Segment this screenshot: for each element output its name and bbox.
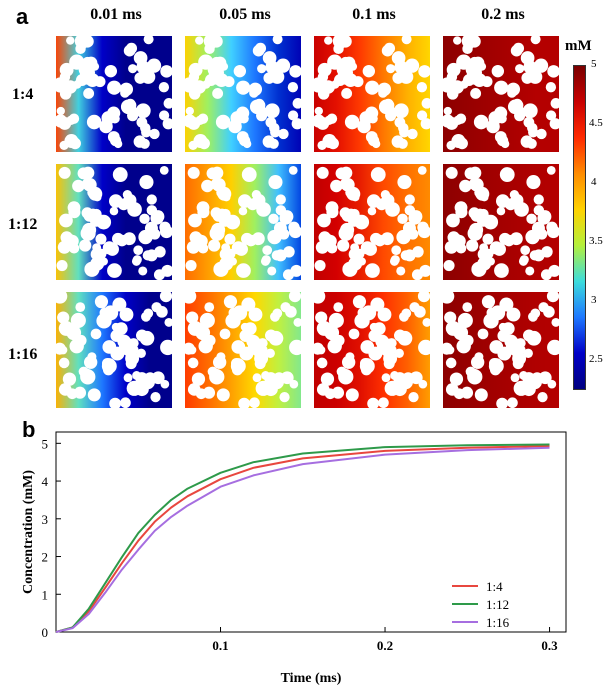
colorbar-tick: 4	[591, 176, 597, 188]
y-tick-label: 4	[42, 474, 49, 489]
colorbar-tick: 5	[591, 58, 597, 70]
heatmap-panel	[310, 288, 434, 410]
series-line	[55, 445, 550, 633]
panel-b-letter: b	[22, 417, 36, 442]
row-label-3: 1:16	[8, 346, 38, 363]
heatmap-panel	[181, 33, 304, 154]
heatmap-panel	[54, 162, 174, 282]
panel-a-letter: a	[16, 4, 29, 29]
concentration-heatmap-grid	[52, 33, 563, 410]
column-label-3: 0.1 ms	[352, 6, 396, 23]
y-tick-label: 0	[42, 625, 49, 640]
colorbar-unit: mM	[565, 38, 592, 54]
y-axis-label: Concentration (mM)	[21, 470, 36, 594]
series-line	[55, 443, 550, 633]
x-tick-label: 0.1	[212, 638, 228, 653]
heatmap-panel	[439, 288, 563, 410]
series-line	[55, 446, 550, 633]
colorbar-tick: 4.5	[589, 117, 603, 129]
column-label-2: 0.05 ms	[219, 6, 271, 23]
heatmap-panel	[181, 288, 305, 410]
colorbar-tick: 3	[591, 294, 597, 306]
heatmap-panel	[439, 33, 562, 154]
row-label-2: 1:12	[8, 216, 38, 233]
row-label-1: 1:4	[12, 86, 34, 103]
heatmap-panel	[441, 162, 561, 282]
concentration-line-chart: 0 1 2 3 4 5 0.1 0.2 0.3 Time (ms) Concentration (m…	[21, 431, 567, 686]
y-tick-label: 5	[42, 436, 49, 451]
y-tick-label: 2	[42, 550, 49, 565]
x-axis-label: Time (ms)	[281, 671, 342, 686]
heatmap-panel	[52, 33, 175, 154]
legend-label: 1:4	[486, 579, 503, 594]
heatmap-panel	[310, 33, 433, 154]
colorbar	[573, 65, 586, 390]
y-tick-label: 1	[42, 587, 49, 602]
plot-frame	[55, 431, 567, 633]
column-label-1: 0.01 ms	[90, 6, 142, 23]
colorbar-tick: 3.5	[589, 235, 603, 247]
legend-label: 1:12	[486, 597, 509, 612]
x-tick-label: 0.3	[541, 638, 558, 653]
x-tick-label: 0.2	[377, 638, 393, 653]
heatmap-panel	[52, 288, 176, 410]
legend-label: 1:16	[486, 615, 510, 630]
colorbar-tick: 2.5	[589, 353, 603, 365]
y-tick-label: 3	[42, 512, 49, 527]
heatmap-panel	[183, 162, 303, 282]
column-label-4: 0.2 ms	[481, 6, 525, 23]
heatmap-panel	[312, 162, 432, 282]
